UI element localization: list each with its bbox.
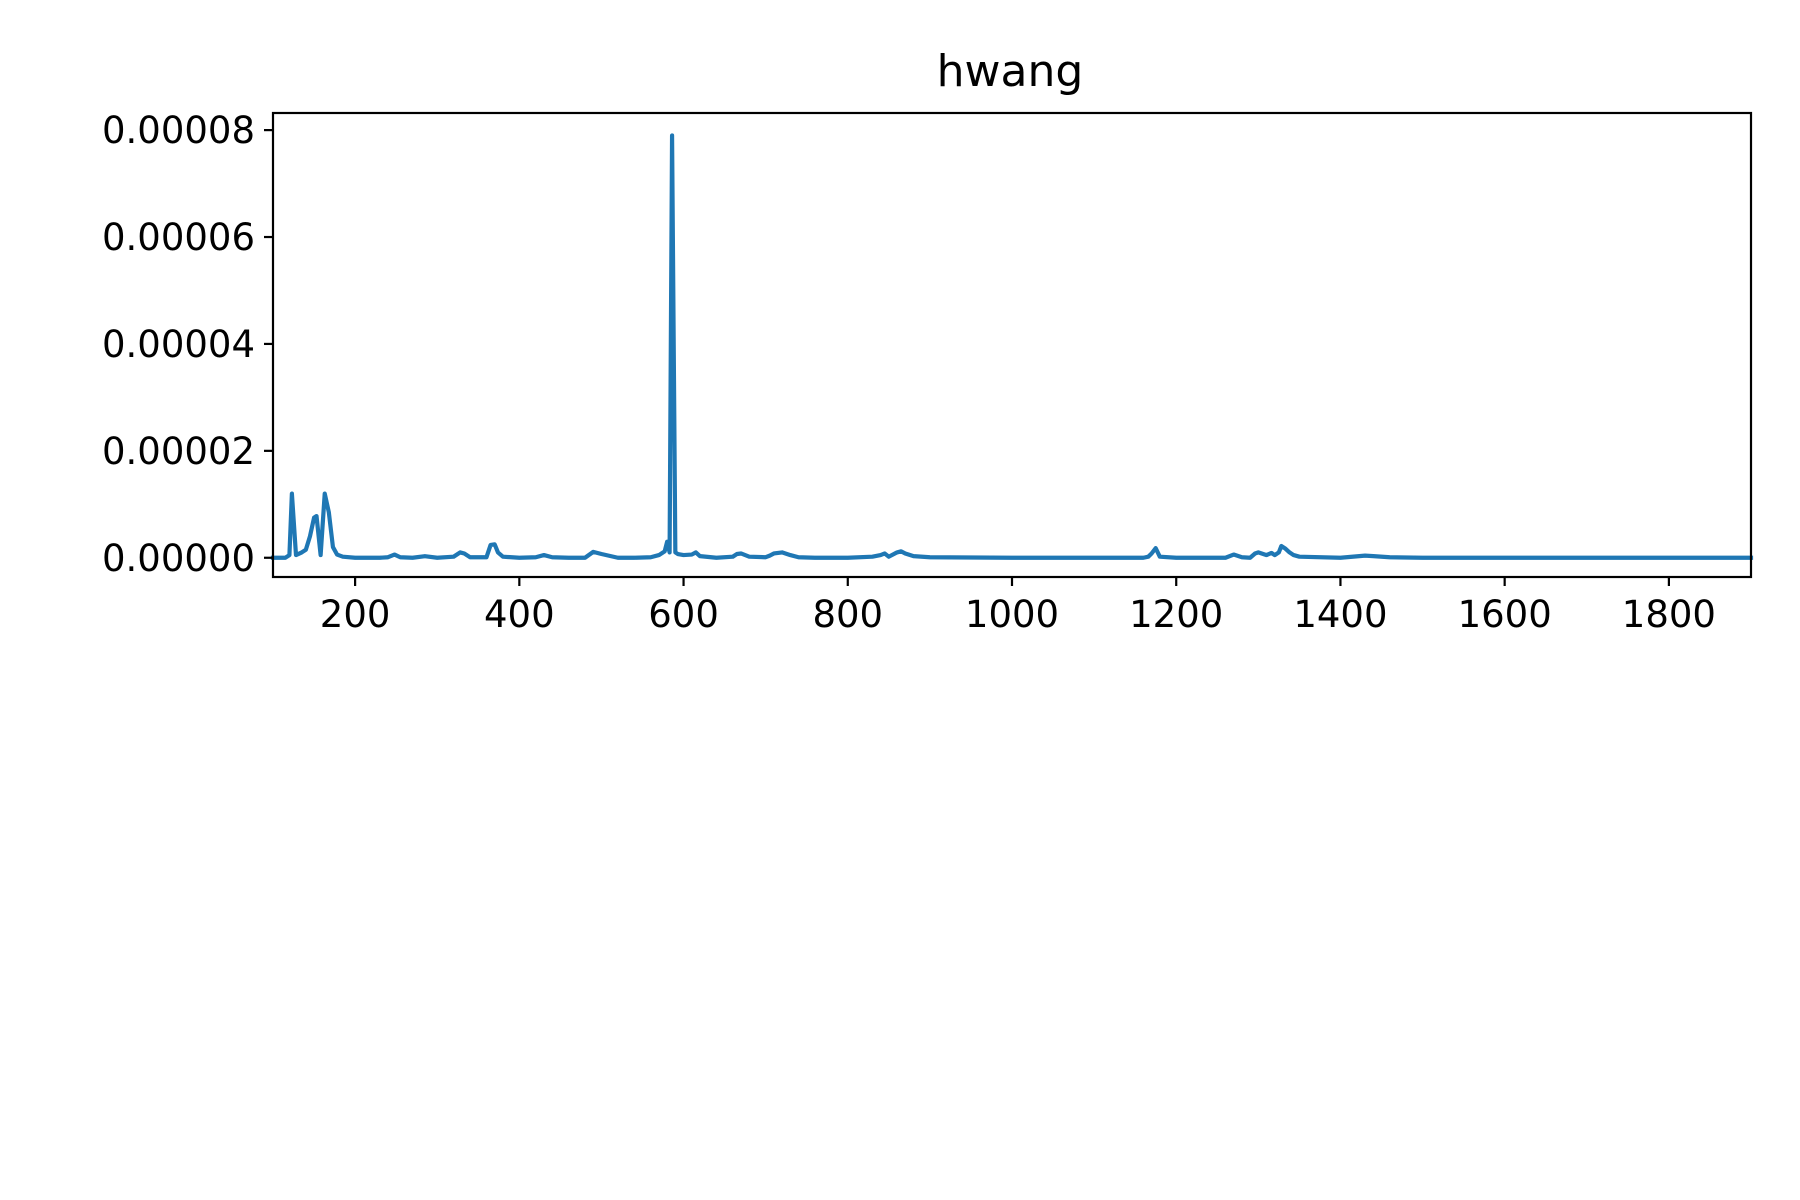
x-tick-label: 600: [648, 593, 719, 636]
x-tick-label: 1200: [1129, 593, 1223, 636]
y-tick-label: 0.00008: [102, 109, 255, 152]
x-tick-label: 1600: [1458, 593, 1552, 636]
x-tick-label: 1000: [965, 593, 1059, 636]
y-tick-label: 0.00006: [102, 216, 255, 259]
x-tick-label: 1800: [1622, 593, 1716, 636]
y-tick-label: 0.00002: [102, 430, 255, 473]
x-tick-label: 200: [320, 593, 391, 636]
x-tick-label: 1400: [1293, 593, 1387, 636]
y-tick-label: 0.00004: [102, 323, 255, 366]
x-tick-label: 400: [484, 593, 555, 636]
chart-title: hwang: [937, 46, 1084, 97]
series-line-0: [270, 133, 1754, 560]
x-tick-label: 800: [812, 593, 883, 636]
y-tick-label: 0.00000: [102, 537, 255, 580]
